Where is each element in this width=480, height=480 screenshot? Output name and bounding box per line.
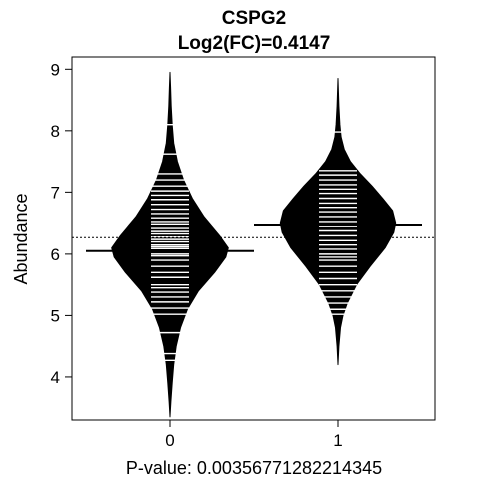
y-tick-label: 9 [51,60,60,79]
y-tick-label: 8 [51,122,60,141]
y-axis: 4 5 6 7 8 9 [51,60,72,387]
x-axis-label: P-value: 0.00356771282214345 [126,458,382,478]
chart-title: CSPG2 [222,8,286,29]
x-tick-label: 1 [333,431,342,450]
bean-group [72,71,435,418]
y-tick-label: 6 [51,245,60,264]
y-tick-label: 5 [51,306,60,325]
x-tick-label: 0 [165,431,174,450]
y-axis-label: Abundance [11,193,31,284]
chart-subtitle: Log2(FC)=0.4147 [178,33,331,54]
plot-frame [71,56,436,421]
y-tick-label: 7 [51,183,60,202]
y-tick-label: 4 [51,368,60,387]
